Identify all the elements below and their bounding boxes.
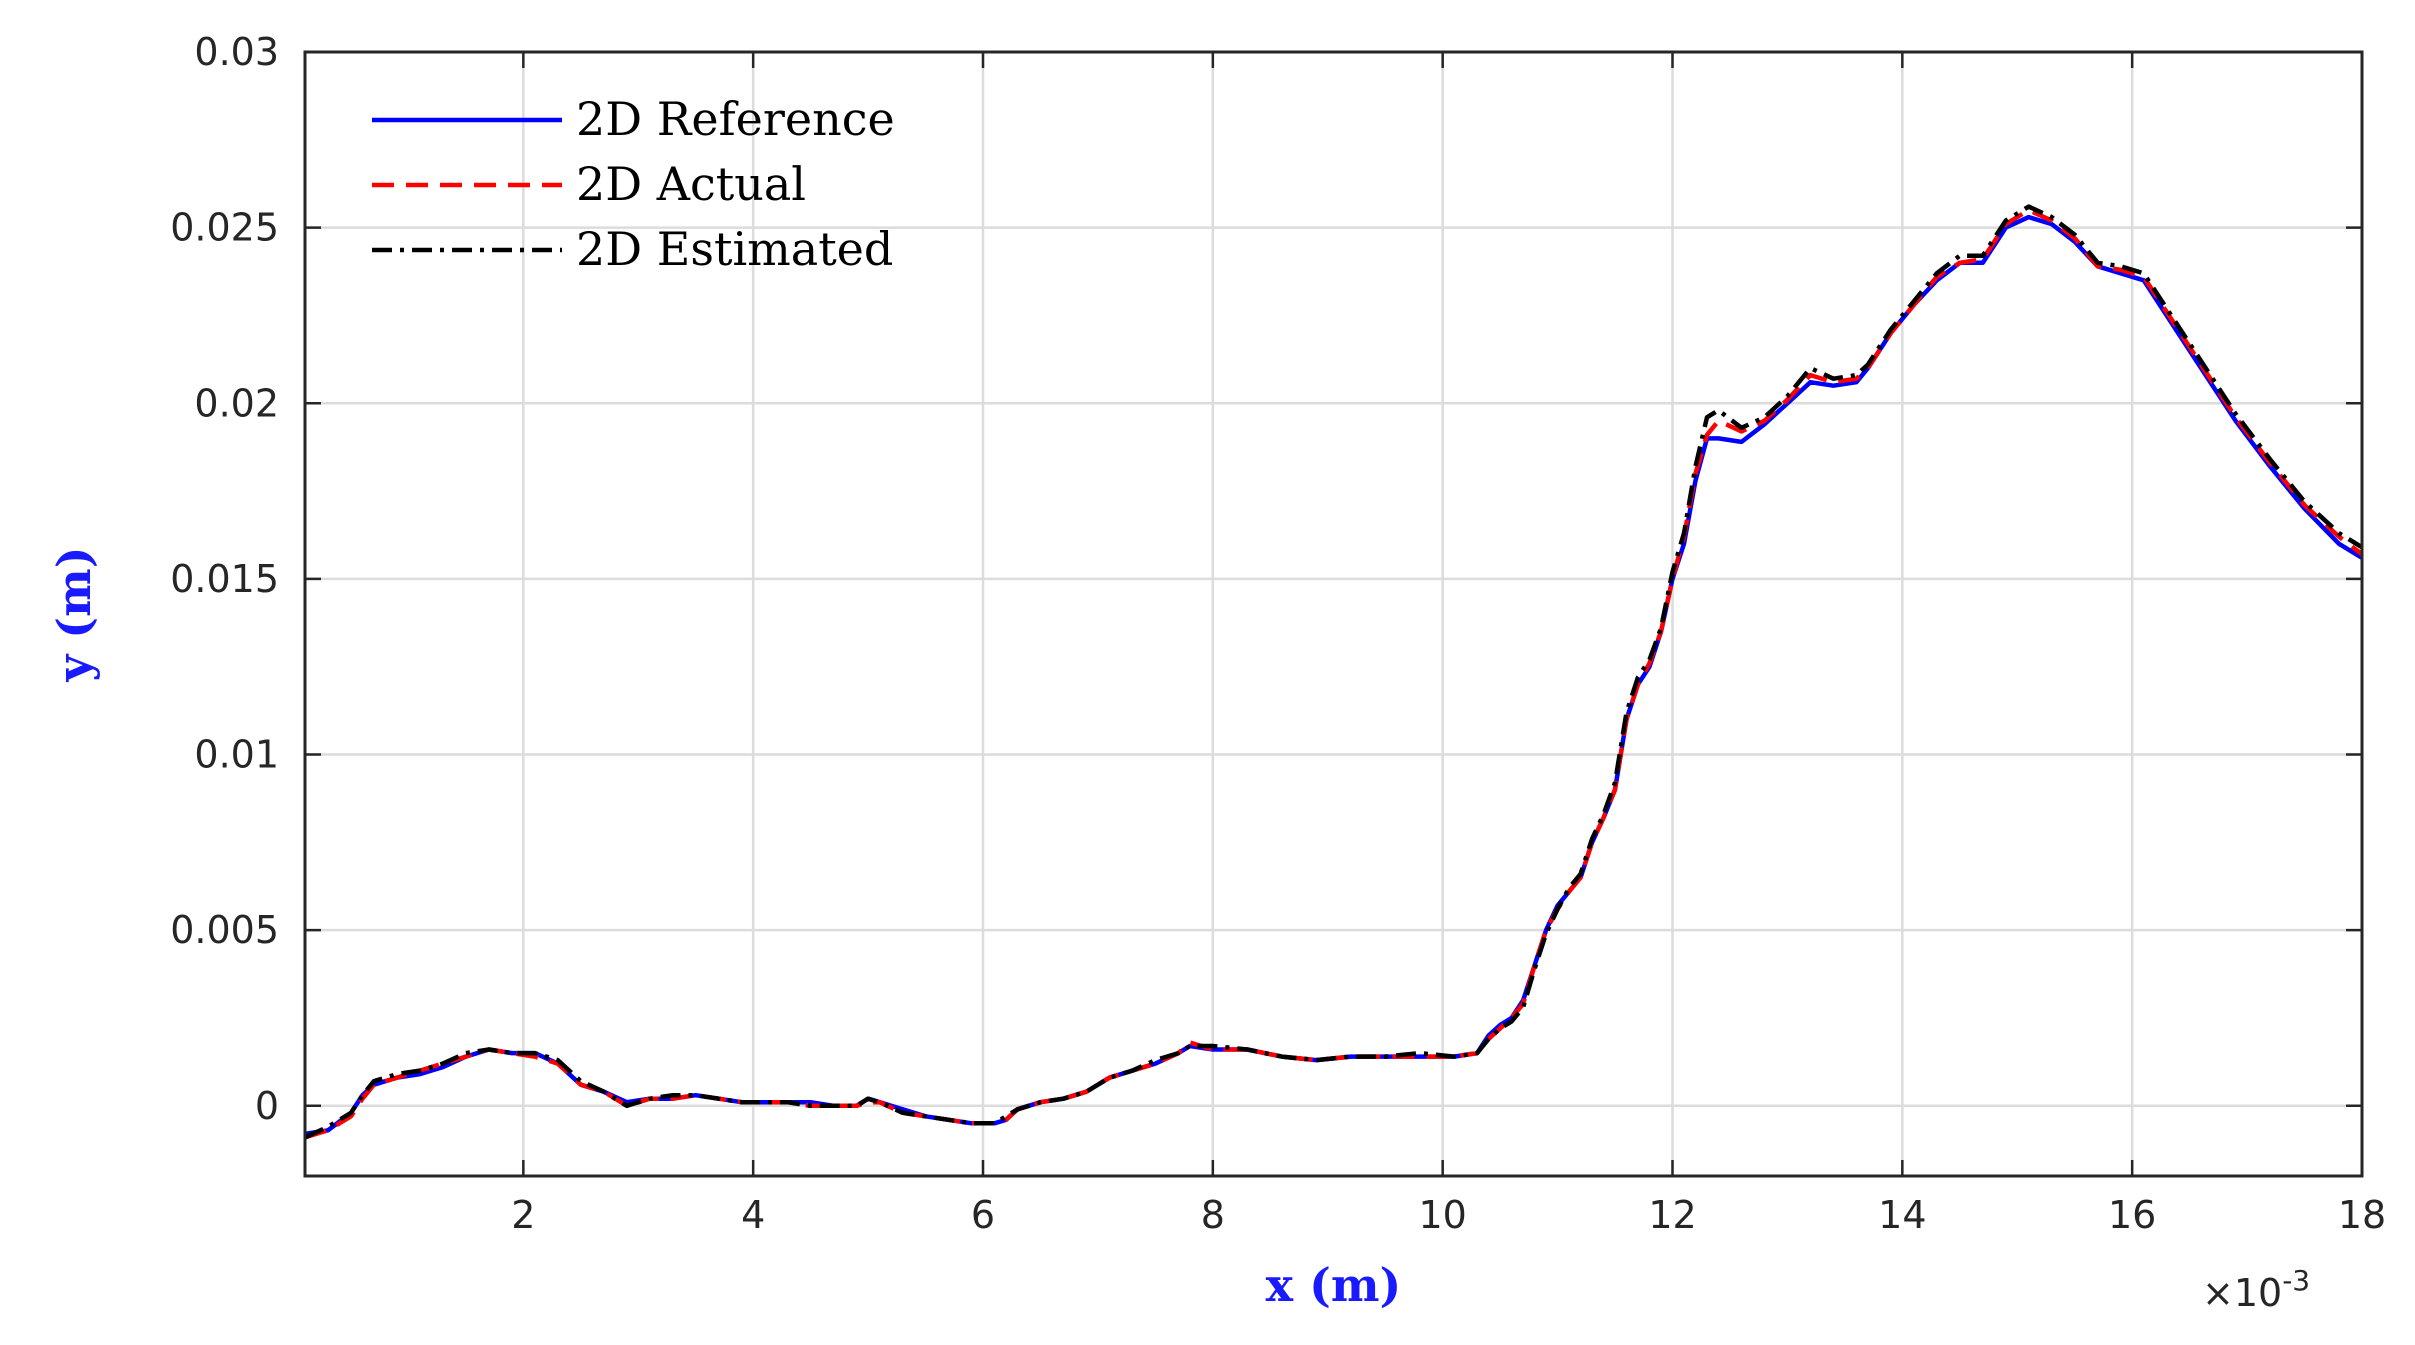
y-tick-label: 0 [255, 1084, 279, 1128]
series-group [304, 204, 2364, 1140]
plot-frame [303, 50, 2364, 1178]
x-tick-label: 12 [1648, 1193, 1696, 1237]
x-tick-label: 16 [2108, 1193, 2156, 1237]
x-tick-label: 14 [1878, 1193, 1926, 1237]
x-exponent-label: ×10-3 [2202, 1264, 2310, 1315]
legend-label-1: 2D Reference [576, 92, 895, 146]
y-tick-label: 0.03 [194, 30, 279, 74]
y-axis-label: y (m) [47, 547, 101, 683]
legend-label-3: 2D Estimated [576, 222, 893, 276]
x-tick-label: 18 [2338, 1193, 2386, 1237]
x-tick-label: 8 [1201, 1193, 1225, 1237]
x-tick-label: 10 [1418, 1193, 1466, 1237]
x-tick-label: 4 [741, 1193, 765, 1237]
y-tick-label: 0.025 [170, 206, 279, 250]
x-exponent-base: ×10 [2202, 1271, 2282, 1315]
y-tick-label: 0.02 [194, 381, 279, 425]
series-line-2 [304, 207, 2364, 1140]
x-tick-label: 6 [971, 1193, 995, 1237]
x-axis-label: x (m) [1266, 1258, 1402, 1312]
series-line-3 [304, 204, 2364, 1140]
y-tick-label: 0.01 [194, 733, 279, 777]
legend: 2D Reference 2D Actual 2D Estimated [372, 92, 895, 276]
x-tick-label: 2 [511, 1193, 535, 1237]
grid [305, 50, 2364, 1176]
x-exponent-power: -3 [2282, 1264, 2310, 1297]
y-tick-label: 0.005 [170, 908, 279, 952]
series-line-1 [304, 214, 2364, 1137]
legend-label-2: 2D Actual [576, 157, 806, 211]
ticks: 2 4 6 8 10 12 14 16 18 0 0.005 0.01 0.015 0.02 0.025 0.… [170, 30, 2386, 1237]
y-tick-label: 0.015 [170, 557, 279, 601]
